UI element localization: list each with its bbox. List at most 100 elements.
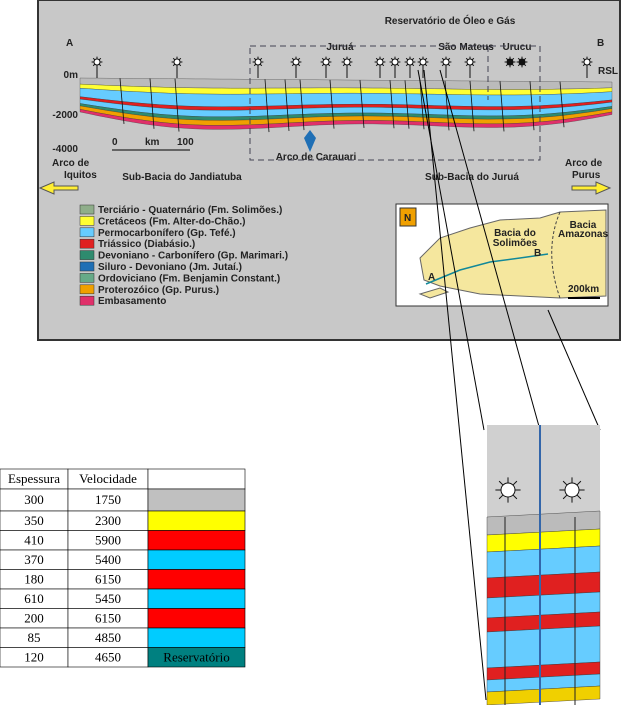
header-text: Velocidade	[79, 471, 137, 486]
cell-text: 4850	[95, 630, 121, 645]
well-ray	[375, 63, 379, 67]
well-symbol	[93, 58, 101, 66]
well-ray	[465, 57, 469, 61]
well-ray	[98, 63, 102, 67]
well-ray	[498, 494, 504, 500]
color-cell	[147, 608, 246, 629]
layer	[79, 109, 613, 130]
callout-line	[423, 69, 487, 701]
well-ray	[348, 63, 352, 67]
legend-swatch	[79, 273, 95, 283]
legend-swatch	[79, 284, 95, 295]
cell-text: 410	[24, 532, 44, 547]
legend-label: Terciário - Quaternário (Fm. Solimões.)	[98, 205, 282, 216]
well-ray	[471, 63, 475, 67]
field: Juruá	[326, 42, 354, 53]
sub-basin: Sub-Bacia do Jandiatuba	[122, 172, 242, 183]
well-symbol	[466, 58, 474, 66]
legend-swatch	[79, 250, 95, 260]
fault	[404, 80, 410, 129]
arrow-left	[38, 181, 79, 195]
well-ray	[505, 63, 509, 67]
scale-label: 0	[112, 137, 118, 148]
well-symbol	[343, 58, 351, 66]
point-b: B	[597, 38, 604, 49]
well-symbol	[419, 58, 427, 66]
well-ray	[576, 494, 582, 500]
fault	[149, 78, 155, 129]
header-cell	[147, 468, 246, 490]
color-cell	[147, 588, 246, 609]
callout-line	[439, 69, 541, 431]
well-ray	[405, 63, 409, 67]
arch-label: Arco de	[565, 158, 603, 169]
cell-text: 370	[24, 552, 44, 567]
cell-text: 6150	[95, 610, 121, 625]
cell-text: 5450	[95, 591, 121, 606]
well-symbol	[322, 58, 330, 66]
well-ray	[253, 63, 257, 67]
well-ray	[405, 57, 409, 61]
well-ray	[381, 57, 385, 61]
legend-swatch	[79, 216, 95, 226]
zoom-top	[487, 425, 600, 517]
color-cell	[147, 549, 246, 570]
well-symbol	[173, 58, 181, 66]
section-line	[425, 253, 549, 285]
zoom-layer	[486, 685, 601, 705]
fault	[389, 80, 395, 129]
color-cell	[147, 569, 246, 590]
well-ray	[523, 63, 527, 67]
cell-text: 200	[24, 610, 44, 625]
zoom-panel	[486, 425, 601, 705]
fault	[174, 78, 180, 132]
well-symbol	[391, 58, 399, 66]
cell-text: 4650	[95, 649, 121, 664]
zoom-layer	[486, 625, 601, 669]
legend-swatch	[79, 227, 95, 238]
cell-text: 2300	[95, 513, 121, 528]
basin-label: Amazonas	[558, 229, 608, 240]
color-cell	[147, 530, 246, 551]
well-ray	[321, 63, 325, 67]
arch-label: Arco de Carauari	[276, 152, 357, 163]
legend-label: Permocarbonífero (Gp. Tefé.)	[98, 228, 236, 239]
well-symbol	[506, 58, 514, 66]
cell-text: 350	[24, 513, 44, 528]
basin-label: Bacia	[570, 220, 597, 231]
scale-label: km	[145, 137, 160, 148]
north: N	[404, 213, 411, 224]
well-ray	[342, 57, 346, 61]
well-ray	[441, 57, 445, 61]
field: São Mateus	[438, 42, 494, 53]
basin-label: Bacia do	[494, 228, 536, 239]
fault	[284, 79, 290, 131]
dashed-box	[249, 45, 541, 161]
fault	[359, 80, 365, 128]
well-ray	[259, 63, 263, 67]
field: Urucu	[503, 42, 532, 53]
well-ray	[562, 494, 568, 500]
well-ray	[178, 57, 182, 61]
well-ray	[511, 63, 515, 67]
well-ray	[582, 57, 586, 61]
scale-label: 100	[177, 137, 194, 148]
legend-swatch	[79, 295, 95, 306]
well-ray	[582, 63, 586, 67]
legend-label: Cretáceos (Fm. Alter-do-Chão.)	[98, 216, 245, 227]
well-ray	[523, 57, 527, 61]
well-ray	[447, 63, 451, 67]
legend-label: Ordoviciano (Fm. Benjamin Constant.)	[98, 273, 280, 284]
arrow-right	[571, 181, 612, 195]
cell-text: 180	[24, 571, 44, 586]
inset-map: N Bacia do Solimões Bacia Amazonas A B 2…	[395, 203, 609, 307]
callout-lines	[417, 69, 601, 701]
arch-label: Purus	[572, 170, 601, 181]
well-ray	[424, 57, 428, 61]
well-ray	[411, 63, 415, 67]
well-symbol	[500, 482, 516, 498]
velocity-table: Espessura Velocidade 300 1750 350 2300 410 5900…	[0, 468, 246, 668]
well-ray	[390, 63, 394, 67]
well-ray	[291, 57, 295, 61]
